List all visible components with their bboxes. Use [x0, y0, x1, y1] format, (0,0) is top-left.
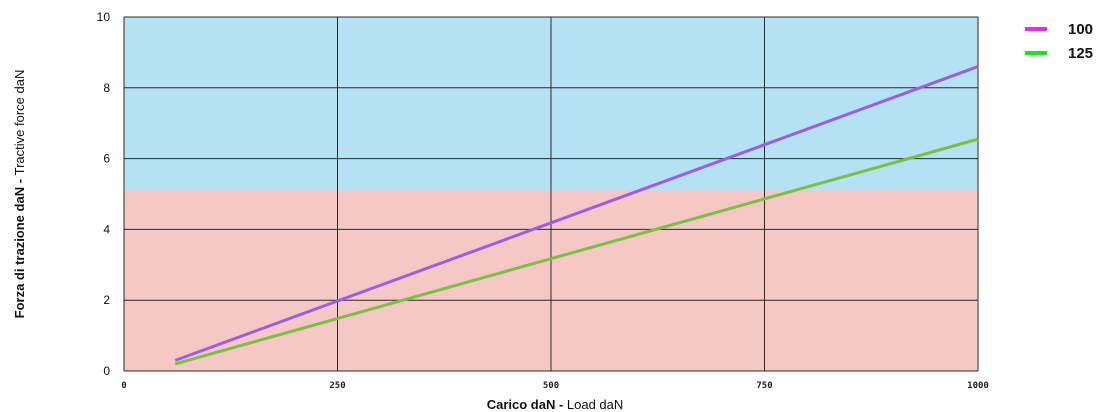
y-tick-label-10: 10 — [97, 10, 111, 24]
x-tick-label-750: 750 — [756, 381, 772, 391]
legend-label-100: 100 — [1068, 21, 1093, 38]
x-tick-label-1000: 1000 — [967, 381, 989, 391]
y-tick-labels: 0 2 4 6 8 10 — [97, 10, 111, 378]
y-tick-label-6: 6 — [103, 152, 110, 166]
x-axis-label: Carico daN - Load daN — [487, 397, 624, 412]
legend-label-125: 125 — [1068, 45, 1093, 62]
y-axis-label: Forza di trazione daN - Tractive force d… — [12, 70, 27, 319]
series-line-125 — [174, 137, 979, 366]
y-tick-label-8: 8 — [103, 81, 110, 95]
y-tick-label-0: 0 — [103, 364, 110, 378]
series-lines — [174, 65, 979, 366]
y-tick-label-2: 2 — [103, 293, 110, 307]
x-axis-label-bold: Carico daN - — [487, 397, 567, 412]
series-line-100 — [174, 65, 979, 362]
x-tick-label-500: 500 — [543, 381, 559, 391]
x-tick-labels: 0 250 500 750 1000 — [121, 381, 989, 391]
y-tick-label-4: 4 — [103, 222, 110, 236]
x-tick-label-0: 0 — [121, 381, 126, 391]
x-tick-label-250: 250 — [329, 381, 345, 391]
y-axis-label-bold: Forza di trazione daN - — [12, 175, 27, 318]
y-axis-label-light: Tractive force daN — [12, 70, 27, 176]
x-axis-label-light: Load daN — [567, 397, 623, 412]
grid-lines — [123, 16, 979, 372]
